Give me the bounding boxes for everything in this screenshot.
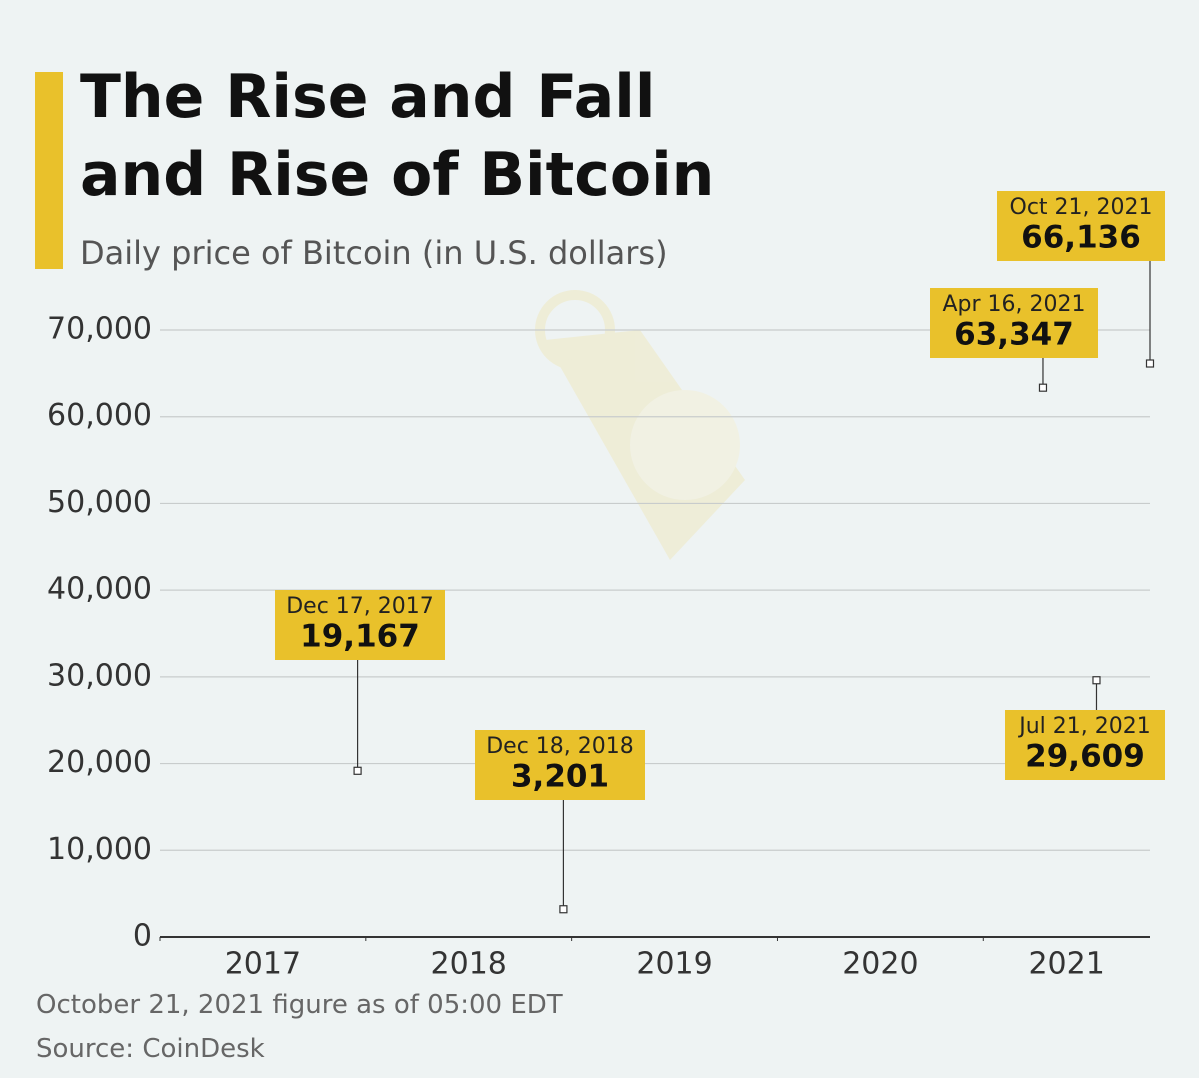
y-tick-label: 0: [133, 919, 152, 954]
annotation-value: 19,167: [300, 619, 420, 655]
x-tick-label: 2017: [225, 947, 301, 982]
annotation-box: [275, 590, 445, 660]
y-tick-label: 60,000: [47, 398, 152, 433]
annotation-date: Apr 16, 2021: [942, 292, 1085, 317]
y-tick-label: 10,000: [47, 832, 152, 867]
chart-subtitle: Daily price of Bitcoin (in U.S. dollars): [80, 234, 668, 272]
annotation-value: 3,201: [511, 759, 609, 795]
annotation-date: Dec 18, 2018: [486, 734, 634, 759]
annotation-point: [1145, 359, 1155, 368]
annotation-value: 63,347: [954, 317, 1074, 353]
annotation-point: [559, 905, 568, 914]
chart-title: The Rise and Fall and Rise of Bitcoin: [80, 62, 715, 210]
y-tick-label: 40,000: [47, 572, 152, 607]
y-tick-label: 30,000: [47, 658, 152, 693]
annotation-date: Dec 17, 2017: [286, 594, 434, 619]
y-tick-label: 70,000: [47, 312, 152, 347]
annotation-box: [930, 288, 1098, 358]
x-tick-label: 2021: [1028, 947, 1104, 982]
y-tick-label: 50,000: [47, 485, 152, 520]
footnote: October 21, 2021 figure as of 05:00 EDT: [36, 990, 563, 1020]
annotation-point: [1038, 383, 1048, 392]
x-tick-label: 2018: [431, 947, 507, 982]
accent-bar: [35, 72, 63, 269]
y-tick-label: 20,000: [47, 745, 152, 780]
annotation-point: [353, 766, 362, 775]
annotation-date: Jul 21, 2021: [1017, 714, 1151, 739]
annotation-box: [997, 191, 1165, 261]
x-tick-label: 2020: [842, 947, 918, 982]
annotation-box: [1005, 710, 1165, 780]
source: Source: CoinDesk: [36, 1034, 265, 1064]
annotation-value: 66,136: [1021, 220, 1141, 256]
annotation-date: Oct 21, 2021: [1010, 195, 1153, 220]
annotation-point: [1092, 676, 1101, 685]
annotation-box: [475, 730, 645, 800]
watermark: [535, 290, 745, 560]
x-tick-label: 2019: [636, 947, 712, 982]
annotation-value: 29,609: [1025, 739, 1145, 775]
